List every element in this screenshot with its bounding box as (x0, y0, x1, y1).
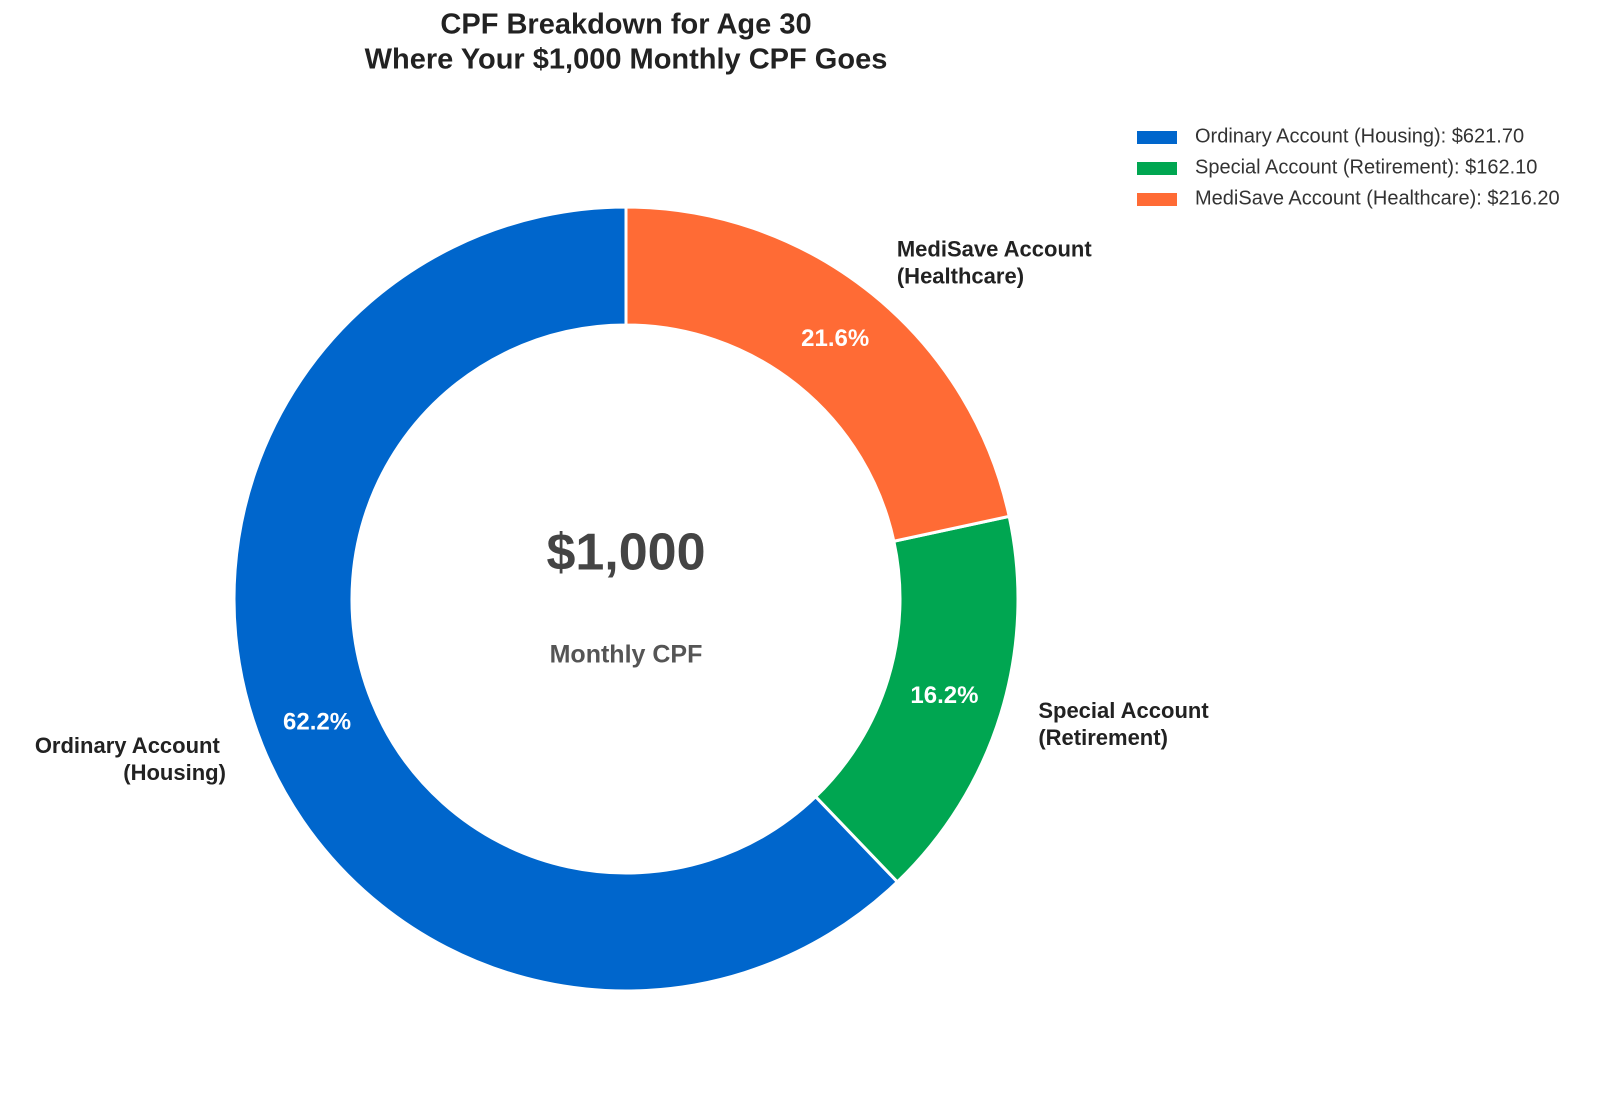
label-line: Special Account (1038, 698, 1214, 723)
legend-label: MediSave Account (Healthcare): $216.20 (1195, 187, 1560, 209)
donut-segment (232, 205, 900, 993)
label-line: (Retirement) (1038, 725, 1168, 750)
legend-swatch (1137, 131, 1177, 144)
label-line: Ordinary Account (35, 733, 226, 758)
category-label: Ordinary Account (Housing) (35, 733, 226, 785)
donut-segment (624, 205, 1011, 544)
label-line: MediSave Account (897, 236, 1098, 261)
label-line: (Housing) (123, 760, 226, 785)
category-label: Special Account (Retirement) (1038, 698, 1214, 750)
legend-label: Ordinary Account (Housing): $621.70 (1195, 125, 1524, 147)
chart-title: CPF Breakdown for Age 30 (440, 9, 811, 41)
legend-label: Special Account (Retirement): $162.10 (1195, 156, 1537, 178)
category-label: MediSave Account (Healthcare) (897, 236, 1098, 288)
legend-swatch (1137, 162, 1177, 175)
center-value: $1,000 (546, 524, 705, 582)
center-label: Monthly CPF (550, 641, 703, 669)
percent-label: 62.2% (283, 709, 351, 736)
legend-swatch (1137, 193, 1177, 206)
percent-label: 21.6% (801, 325, 869, 352)
chart-subtitle: Where Your $1,000 Monthly CPF Goes (365, 44, 888, 76)
percent-label: 16.2% (910, 682, 978, 709)
label-line: (Healthcare) (897, 263, 1024, 288)
